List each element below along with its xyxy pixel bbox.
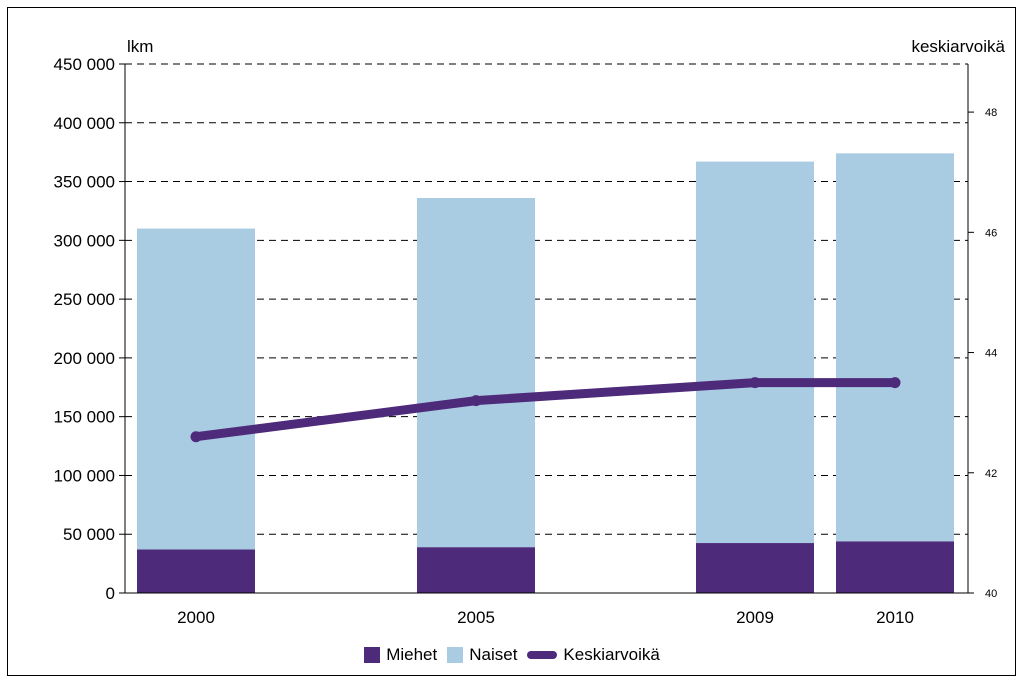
bar-miehet-2000 [137, 549, 255, 593]
line-keskiarvoika [191, 378, 900, 442]
right-axis-label: keskiarvoikä [911, 37, 1005, 56]
legend-swatch-miehet [364, 647, 381, 663]
legend: Miehet Naiset Keskiarvoikä [0, 645, 1024, 665]
left-tick-label-4: 200 000 [54, 349, 115, 368]
legend-item-keskiarvoika: Keskiarvoikä [527, 645, 660, 665]
right-tick-label-3: 46 [985, 227, 997, 239]
right-tick-label-1: 42 [985, 468, 997, 480]
bar-naiset-2010 [836, 153, 954, 542]
legend-item-miehet: Miehet [364, 645, 437, 665]
point-keskiarvoika-2010 [889, 377, 901, 389]
legend-label-miehet: Miehet [386, 645, 438, 664]
chart-plot: 0 50 000 100 000 150 000 200 000 250 000 300 0… [54, 37, 1006, 627]
legend-item-naiset: Naiset [447, 645, 517, 665]
bar-naiset-2009 [696, 161, 814, 544]
line-group [190, 377, 901, 443]
left-tick-label-7: 350 000 [54, 173, 115, 192]
grid-lines [125, 63, 968, 535]
left-tick-label-3: 150 000 [54, 408, 115, 427]
right-tick-label-2: 44 [985, 348, 997, 360]
left-tick-label-9: 450 000 [54, 55, 115, 74]
point-keskiarvoika-2005 [470, 395, 482, 407]
legend-swatch-naiset [447, 647, 464, 663]
x-tick-label-2009: 2009 [736, 608, 774, 627]
left-tick-label-6: 300 000 [54, 231, 115, 250]
point-keskiarvoika-2009 [749, 377, 761, 389]
legend-swatch-keskiarvoika [527, 651, 558, 659]
bars-group [137, 153, 954, 593]
x-tick-label-2000: 2000 [177, 608, 215, 627]
left-tick-label-8: 400 000 [54, 114, 115, 133]
x-tick-label-2005: 2005 [457, 608, 495, 627]
bar-naiset-2000 [137, 228, 255, 550]
bar-miehet-2005 [417, 547, 535, 593]
left-tick-label-5: 250 000 [54, 290, 115, 309]
axes-group: 0 50 000 100 000 150 000 200 000 250 000 300 0… [54, 55, 998, 627]
legend-label-naiset: Naiset [469, 645, 518, 664]
point-keskiarvoika-2000 [190, 431, 202, 443]
left-tick-label-0: 0 [106, 584, 115, 603]
left-axis-label: lkm [127, 37, 153, 56]
left-tick-label-1: 50 000 [63, 525, 115, 544]
x-tick-label-2010: 2010 [876, 608, 914, 627]
left-tick-label-2: 100 000 [54, 466, 115, 485]
bar-naiset-2005 [417, 198, 535, 548]
legend-label-keskiarvoika: Keskiarvoikä [563, 645, 660, 664]
right-tick-label-0: 40 [985, 588, 997, 600]
bar-miehet-2010 [836, 541, 954, 593]
bar-miehet-2009 [696, 543, 814, 593]
chart-frame [7, 7, 1016, 676]
right-tick-label-4: 48 [985, 107, 997, 119]
